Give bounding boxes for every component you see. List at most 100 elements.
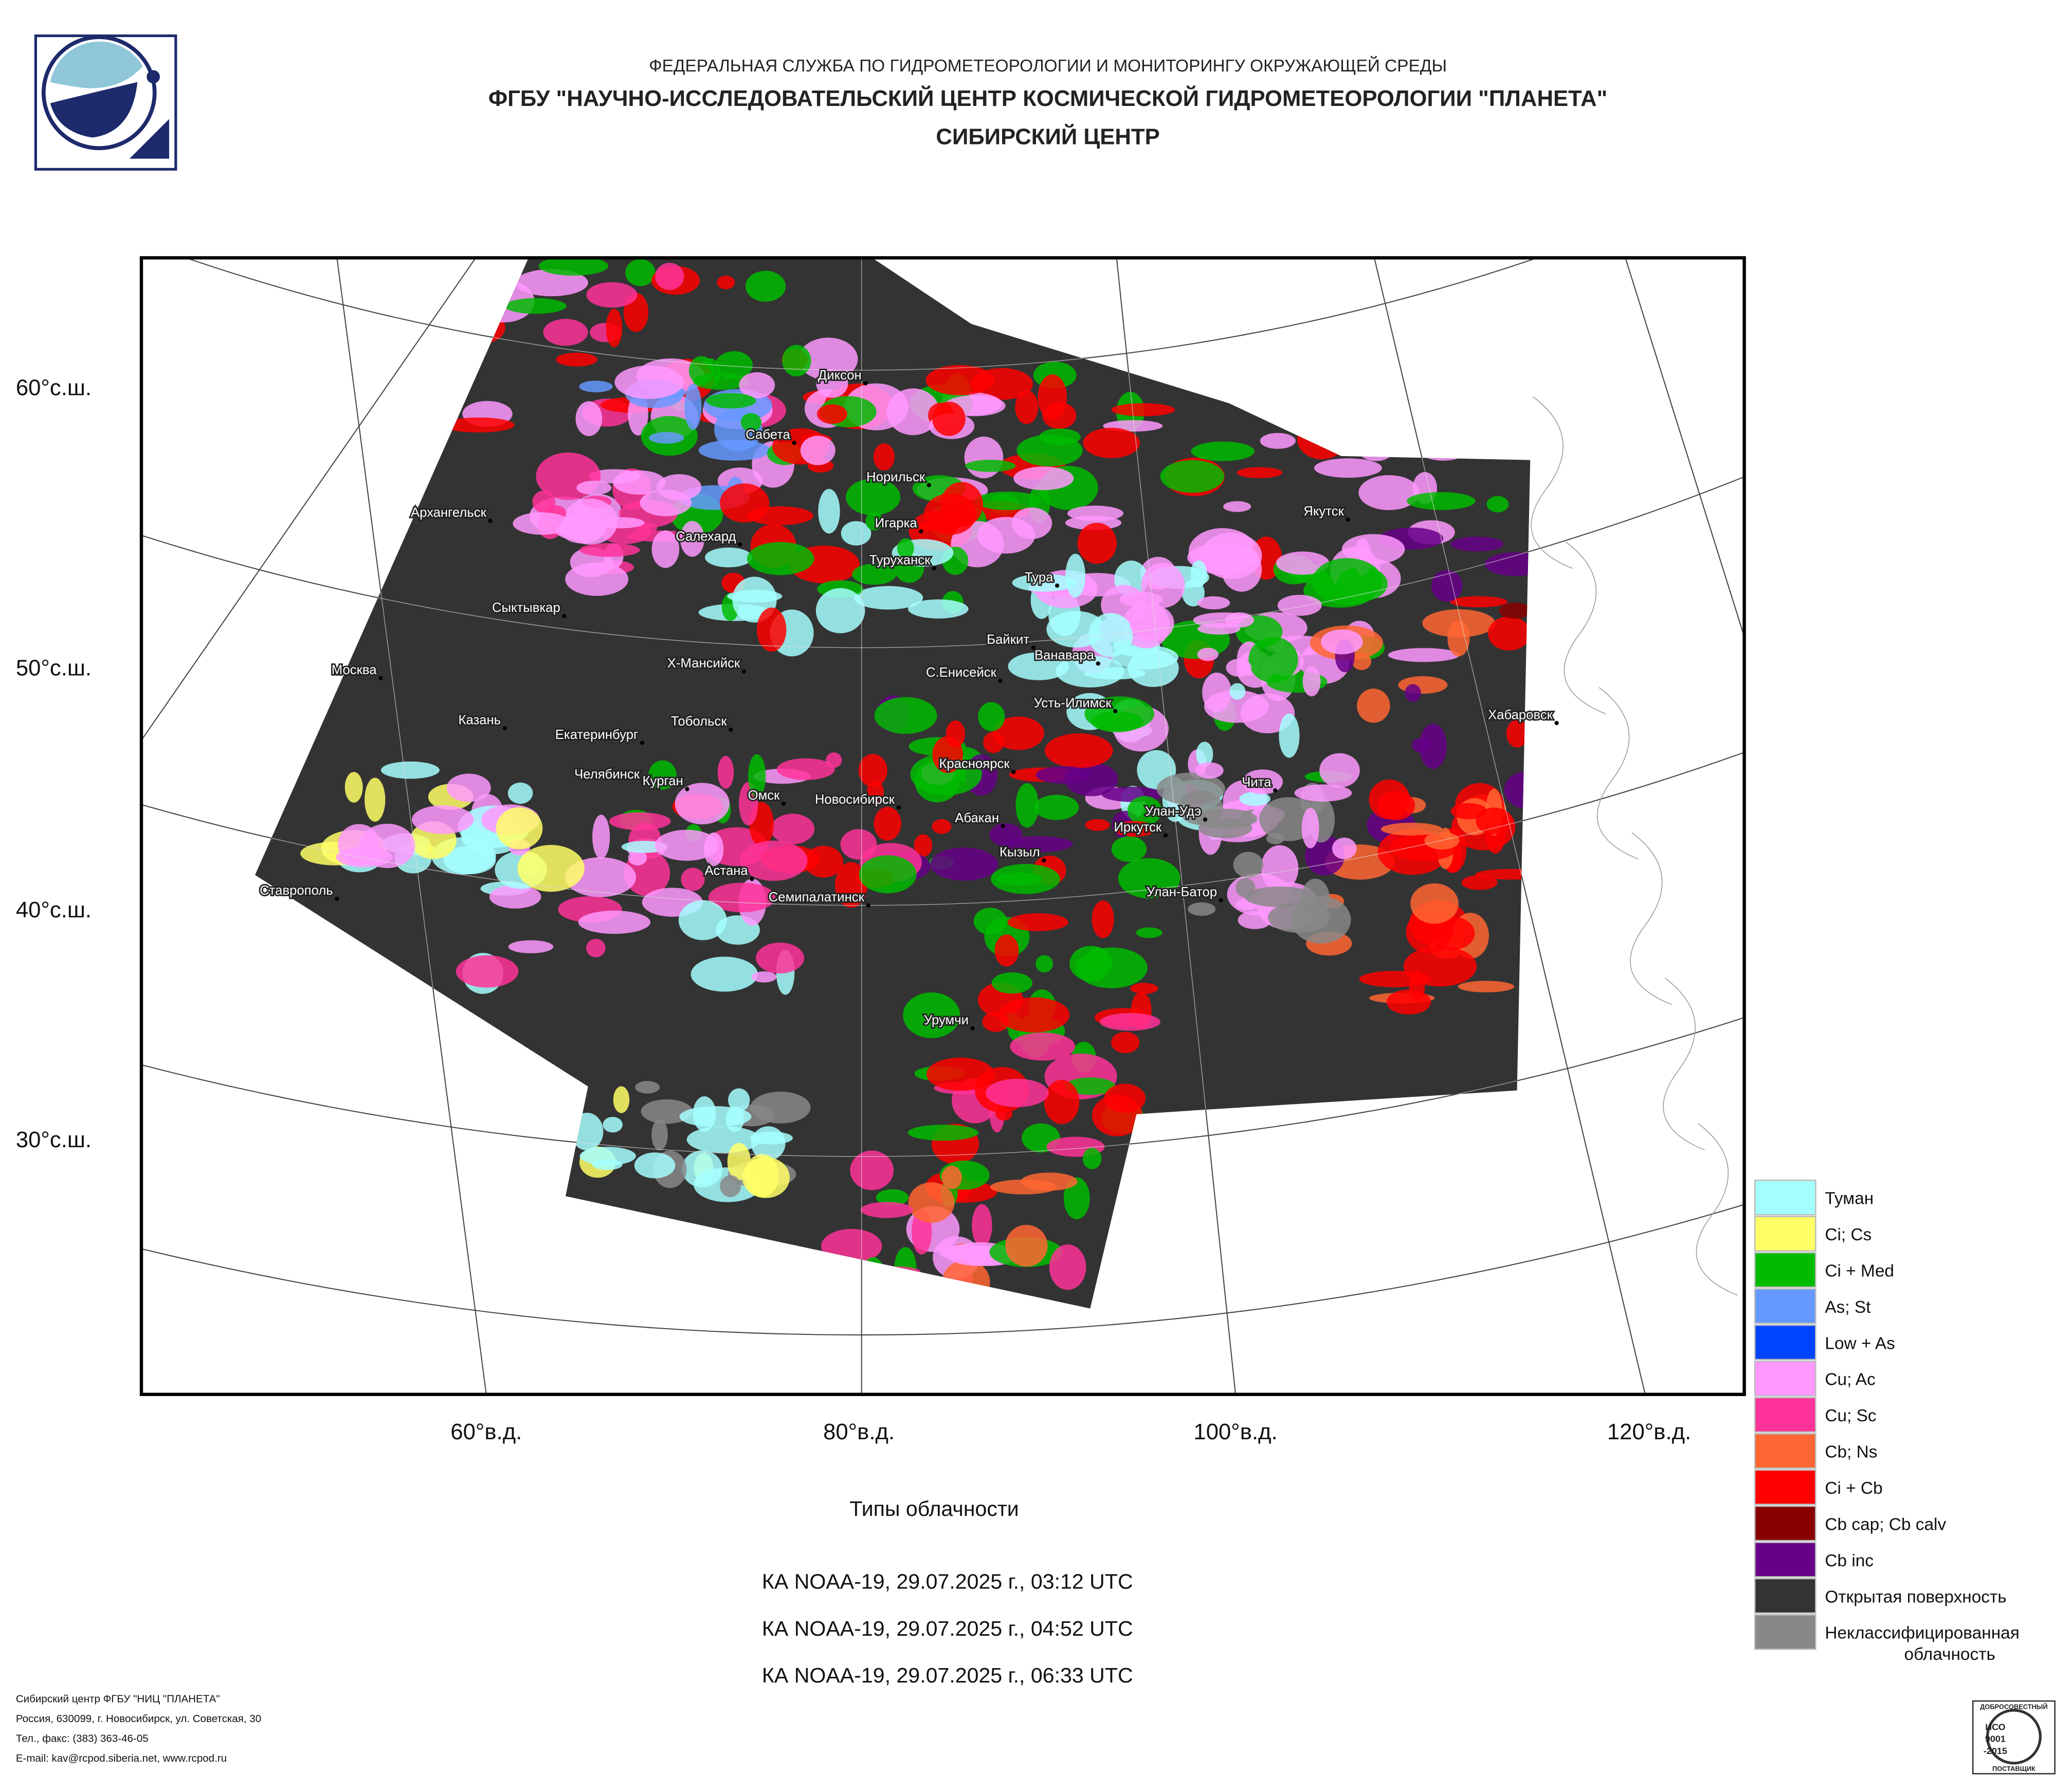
cloud-patch [815,588,865,634]
cloud-patch [442,417,515,433]
cloud-patch [1484,552,1531,576]
city-label: Х-Мансийск [667,656,740,671]
cloud-patch [1419,723,1447,769]
cloud-patch [991,972,1032,994]
cloud-patch [635,1081,660,1094]
cloud-patch [748,754,766,798]
cloud-patch [1130,604,1174,642]
city-label: Омск [748,788,780,803]
city-label: Сабета [746,428,790,442]
cloud-patch [613,470,666,495]
cloud-patch [907,1125,978,1141]
legend-label: Открытая поверхность [1825,1587,2006,1606]
cloud-patch [508,940,554,953]
city-label: Сыктывкар [492,601,560,615]
cloud-patch [745,1153,779,1198]
lon-label: 80°в.д. [823,1419,895,1444]
cloud-patch [745,270,786,302]
cloud-patch [1196,741,1213,767]
city-dot [685,787,689,791]
cloud-patch [1279,713,1300,758]
cloud-patch [1063,1177,1090,1220]
parallel [255,258,1531,906]
city-dot [1273,788,1278,793]
legend-swatch [1754,1433,1816,1469]
cloud-patch [1450,803,1487,820]
legend-label: Low + As [1825,1334,1895,1353]
cloud-patch [907,599,969,619]
cloud-patch [740,413,762,432]
coastline [1663,978,1705,1150]
city-label: Улан-Батор [1147,885,1217,899]
cloud-patch [1069,946,1113,981]
cloud-patch [1008,652,1069,680]
cloud-patch [886,388,940,436]
cloud-patch [717,276,735,290]
cloud-patch [651,1119,668,1151]
pass-line: КА NOAA-19, 29.07.2025 г., 06:33 UTC [762,1663,1133,1687]
cloud-patch [1302,666,1321,697]
cloud-patch [365,777,386,822]
cloud-patch [1187,543,1259,572]
cloud-patch [609,812,671,830]
cloud-patch [579,1147,636,1166]
cloud-patch [1065,1077,1116,1095]
cloud-patch [800,436,835,465]
legend-swatch [1754,1252,1816,1288]
cloud-patch [578,910,651,934]
city-label: Усть-Илимск [1034,696,1112,710]
legend-swatch [1754,1578,1816,1614]
cloud-patch [1239,791,1271,806]
cloud-patch [1111,836,1147,862]
cloud-patch [852,564,897,585]
cloud-patch [706,393,756,409]
city-dot [792,441,796,445]
cloud-patch [513,512,571,535]
cloud-patch [860,1202,913,1218]
lat-label: 50°с.ш. [16,656,92,681]
cloud-patch [1332,837,1357,860]
city-dot [640,740,645,745]
legend-label: Неклассифицированная облачность [1825,1624,2019,1664]
city-dot [932,566,937,571]
cloud-patch [715,351,753,379]
pass-line: КА NOAA-19, 29.07.2025 г., 03:12 UTC [762,1570,1133,1594]
cloud-patch [1447,620,1470,657]
cloud-patch [1088,613,1133,657]
cloud-patch [1312,558,1383,605]
cloud-patch [1450,536,1504,552]
badge-text: ИСО [1985,1722,2005,1732]
cloud-patch [1261,845,1299,892]
city-dot [1113,709,1118,714]
cloud-patch [1007,913,1069,931]
legend-label: Cb inc [1825,1551,1874,1570]
city-dot [896,805,901,810]
city-dot [1031,645,1035,650]
cloud-patch [914,834,933,857]
cloud-patch [1188,902,1216,916]
city-label: Астана [704,864,748,878]
cloud-patch [1118,858,1180,899]
cloud-patch [1486,496,1509,513]
coastline [1564,541,1606,714]
cloud-patch [1160,460,1225,493]
cloud-patch [679,1106,752,1127]
city-label: С.Енисейск [926,665,997,680]
logo [34,34,177,171]
city-label: Якутск [1303,504,1344,519]
cloud-patch [865,512,883,531]
cloud-patch [1294,784,1352,802]
city-dot [1042,858,1046,863]
city-dot [741,669,747,674]
cloud-patch [1067,505,1124,521]
coastline [1596,687,1639,860]
cloud-patch [1499,602,1531,619]
city-dot [1203,817,1208,822]
cloud-patch [606,309,623,348]
city-label: Чита [1242,775,1271,789]
cloud-patch [932,819,952,834]
cloud-patch [1136,927,1162,938]
cloud-patch [1242,769,1283,794]
cloud-patch [1197,647,1219,661]
cloud-patch [717,756,734,789]
